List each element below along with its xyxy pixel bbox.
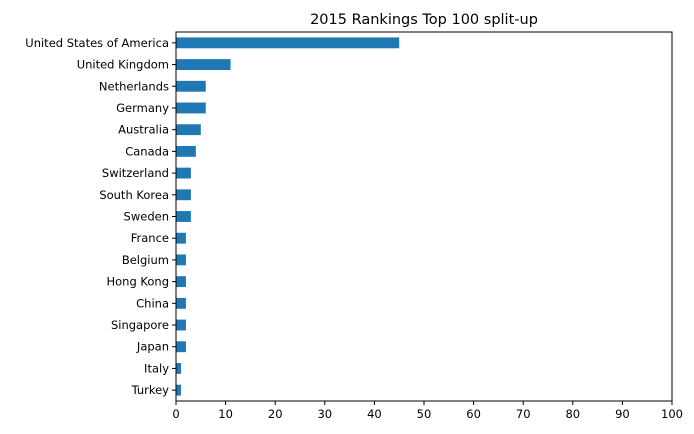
- bars-group: [176, 37, 400, 396]
- x-tick-label: 70: [516, 407, 531, 421]
- bar-japan: [176, 341, 186, 353]
- x-tick-label: 80: [565, 407, 580, 421]
- y-tick-label: Germany: [116, 101, 169, 115]
- bar-china: [176, 297, 186, 309]
- bar-netherlands: [176, 80, 206, 92]
- bar-united-kingdom: [176, 59, 231, 70]
- y-tick-label: Netherlands: [99, 79, 169, 93]
- bar-hong-kong: [176, 276, 186, 288]
- y-tick-label: Australia: [118, 123, 169, 137]
- bar-south-korea: [176, 189, 191, 201]
- x-tick-label: 100: [661, 407, 683, 421]
- bar-italy: [176, 363, 181, 374]
- y-tick-label: Canada: [125, 144, 169, 158]
- bar-france: [176, 232, 186, 244]
- x-tick-label: 40: [367, 407, 382, 421]
- x-tick-label: 60: [466, 407, 481, 421]
- bar-united-states-of-america: [176, 37, 400, 49]
- y-tick-label: Belgium: [122, 253, 169, 267]
- y-tick-label: Turkey: [131, 383, 170, 397]
- y-tick-label: China: [136, 296, 169, 310]
- bar-australia: [176, 124, 201, 136]
- y-tick-label: United Kingdom: [77, 58, 169, 72]
- x-tick-label: 10: [218, 407, 233, 421]
- bar-belgium: [176, 254, 186, 266]
- chart-title: 2015 Rankings Top 100 split-up: [310, 12, 538, 28]
- bar-germany: [176, 102, 206, 114]
- y-tick-label: Hong Kong: [106, 275, 169, 289]
- bar-switzerland: [176, 167, 191, 179]
- x-tick-label: 20: [268, 407, 283, 421]
- x-tick-label: 0: [172, 407, 179, 421]
- y-tick-label: Japan: [136, 340, 169, 354]
- x-axis: 0 10 20 30 40 50 60 70 80 90 100: [172, 401, 683, 421]
- plot-frame: [175, 31, 673, 402]
- y-tick-label: Switzerland: [102, 166, 169, 180]
- y-tick-label: South Korea: [99, 188, 169, 202]
- bar-singapore: [176, 319, 186, 331]
- y-tick-label: United States of America: [25, 36, 169, 50]
- y-tick-label: France: [131, 231, 169, 245]
- bar-canada: [176, 145, 196, 157]
- x-tick-label: 90: [615, 407, 630, 421]
- y-axis: United States of America United Kingdom Ne…: [25, 36, 176, 397]
- bar-turkey: [176, 384, 181, 396]
- y-tick-label: Singapore: [111, 318, 169, 332]
- x-tick-label: 50: [417, 407, 432, 421]
- bar-sweden: [176, 211, 191, 222]
- y-tick-label: Italy: [144, 361, 169, 375]
- y-tick-label: Sweden: [124, 210, 169, 224]
- x-tick-label: 30: [317, 407, 332, 421]
